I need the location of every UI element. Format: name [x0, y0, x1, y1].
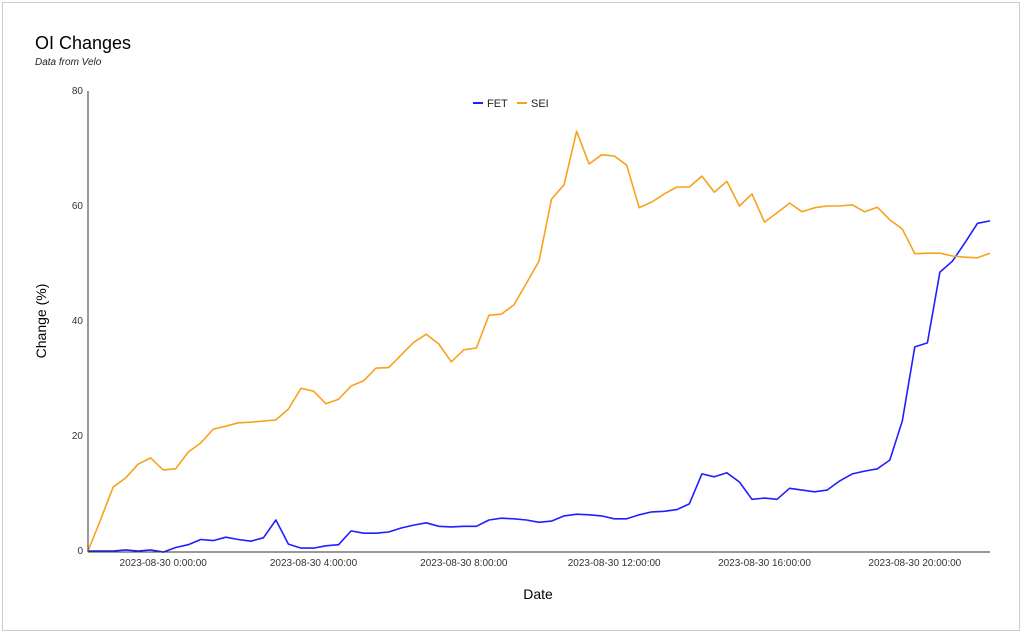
y-tick-label: 80: [72, 86, 84, 97]
chart-title: OI Changes: [35, 33, 131, 53]
y-tick-label: 40: [72, 316, 84, 327]
y-tick-label: 20: [72, 431, 84, 442]
line-fet: [88, 220, 991, 553]
x-tick-label: 2023-08-30 0:00:00: [120, 558, 208, 569]
legend: FET SEI: [473, 98, 549, 110]
legend-label-sei: SEI: [531, 98, 549, 110]
x-tick-label: 2023-08-30 20:00:00: [868, 558, 961, 569]
x-axis-label: Date: [523, 586, 553, 602]
y-tick-label: 60: [72, 201, 84, 212]
line-sei: [87, 130, 991, 552]
series-sei: [87, 130, 991, 552]
legend-item-sei[interactable]: SEI: [517, 98, 549, 110]
x-tick-label: 2023-08-30 4:00:00: [270, 558, 358, 569]
y-tick-label: 0: [77, 546, 83, 557]
x-tick-label: 2023-08-30 8:00:00: [420, 558, 508, 569]
legend-item-fet[interactable]: FET: [473, 98, 508, 110]
chart-subtitle: Data from Velo: [35, 57, 102, 68]
x-tick-label: 2023-08-30 12:00:00: [568, 558, 661, 569]
series-fet: [88, 220, 991, 553]
x-tick-label: 2023-08-30 16:00:00: [718, 558, 811, 569]
y-axis-label: Change (%): [33, 284, 49, 359]
legend-label-fet: FET: [487, 98, 508, 110]
